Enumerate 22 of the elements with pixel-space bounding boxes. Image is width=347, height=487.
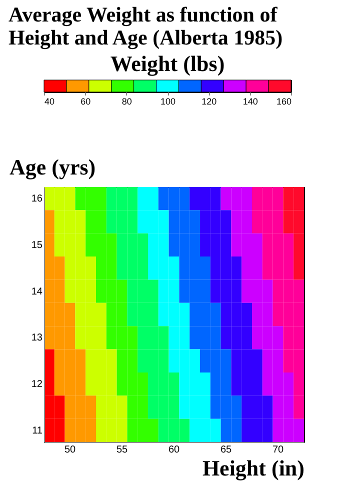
y-axis-title: Age (yrs) — [10, 154, 96, 180]
color-bar-label: 60 — [80, 96, 91, 106]
y-tick-label: 12 — [31, 379, 43, 390]
x-tick-label: 70 — [272, 444, 284, 456]
color-bar-label: 140 — [242, 96, 258, 106]
color-bar-label: 120 — [202, 96, 217, 106]
x-tick-label: 65 — [220, 444, 232, 456]
x-tick-label: 60 — [168, 444, 180, 456]
x-tick-label: 50 — [64, 444, 76, 456]
color-bar-label: 40 — [44, 96, 55, 106]
y-tick-label: 16 — [31, 194, 43, 205]
chart-title: Average Weight as function of Height and Age (Alberta 1985) — [8, 2, 283, 50]
x-tick-label: 55 — [116, 444, 128, 456]
y-tick-label: 13 — [31, 332, 43, 344]
y-tick-label: 11 — [32, 425, 43, 436]
color-bar-label: 80 — [122, 96, 132, 106]
color-bar-label: 100 — [160, 96, 176, 106]
y-tick-label: 14 — [31, 286, 43, 298]
y-tick-label: 15 — [31, 240, 43, 251]
color-bar-title: Weight (lbs) — [110, 50, 225, 76]
x-axis-title: Height (in) — [202, 456, 304, 480]
color-bar-label: 160 — [276, 96, 292, 106]
